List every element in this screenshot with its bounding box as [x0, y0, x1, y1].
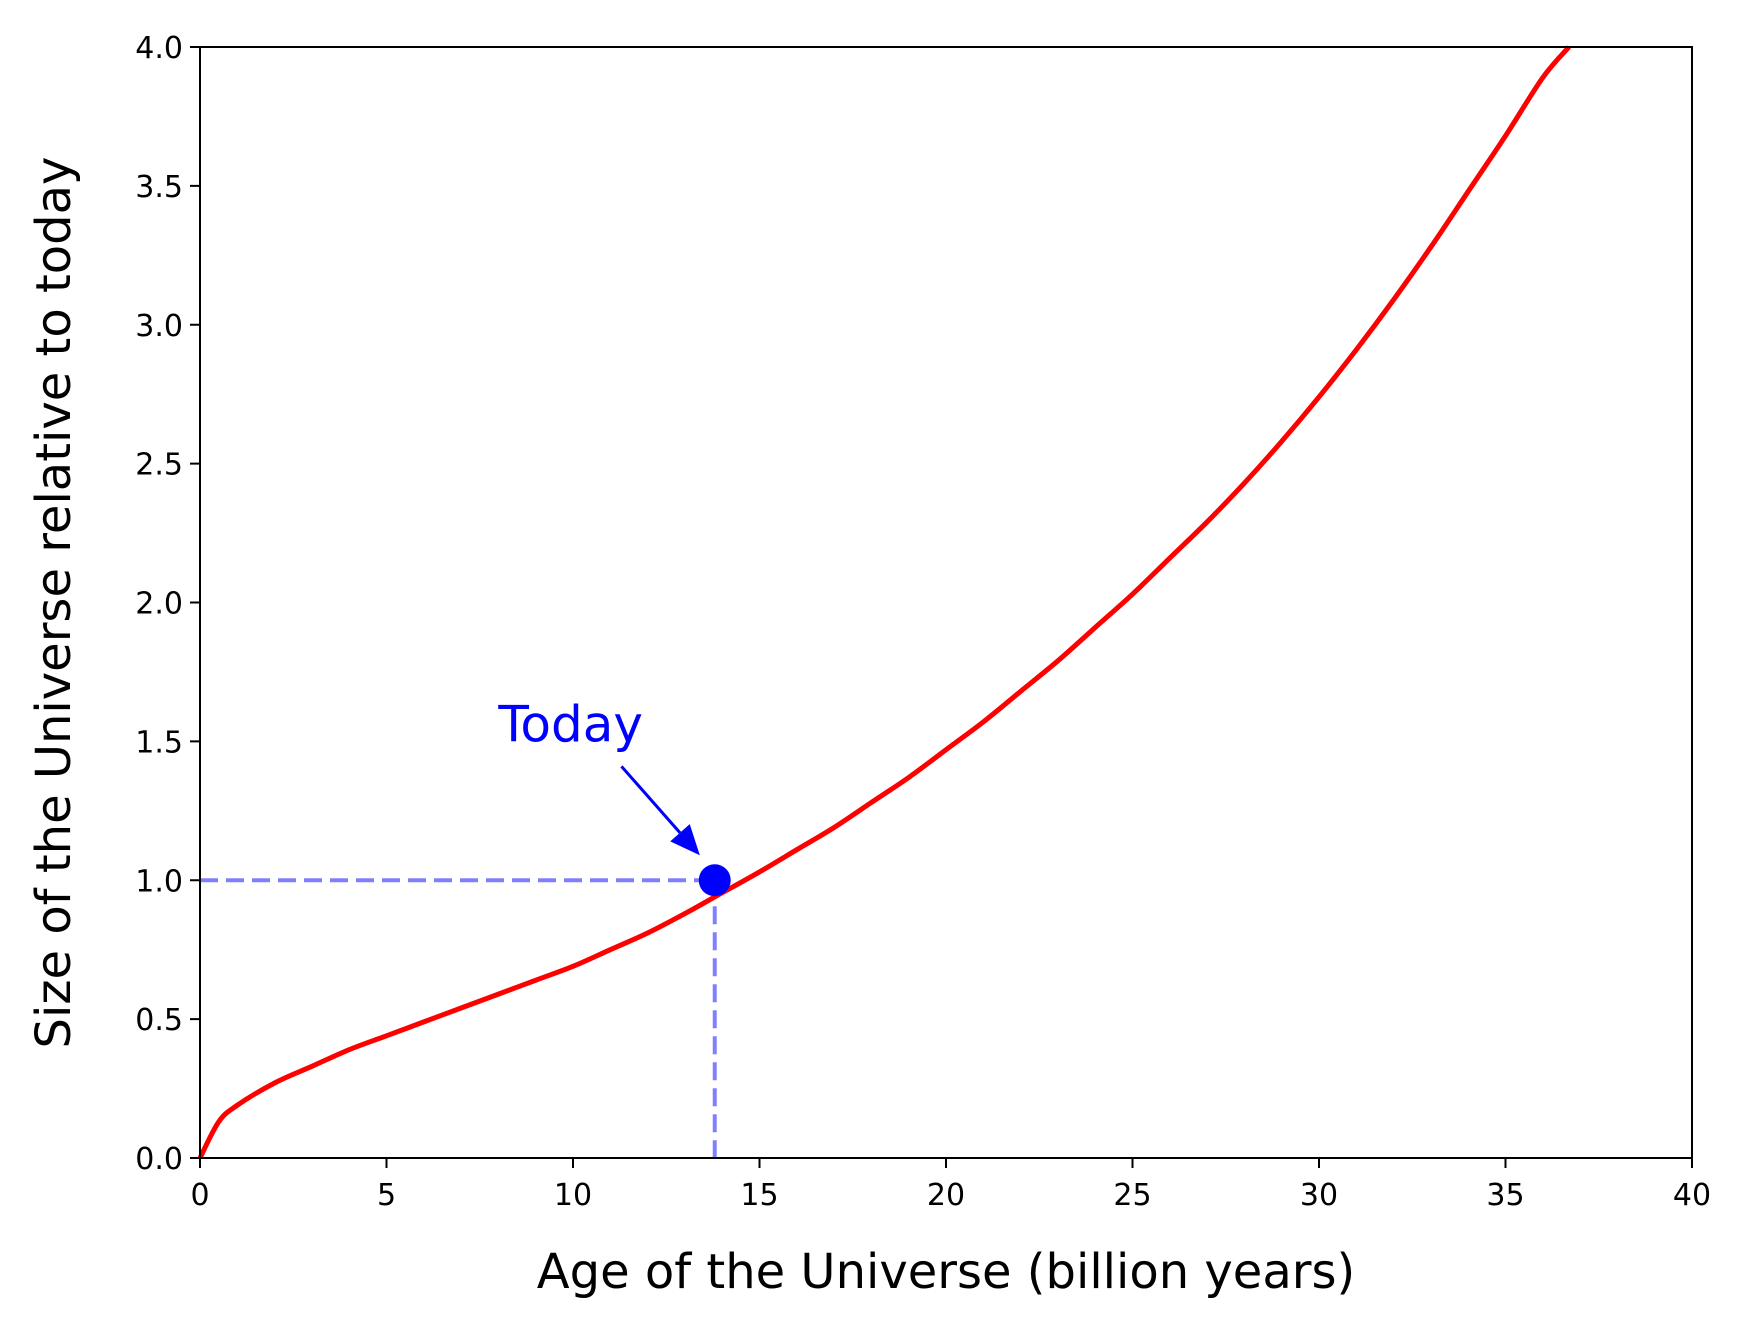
y-tick-label: 1.0: [135, 864, 183, 899]
annotation-arrow-shaft: [620, 765, 682, 834]
annotation-arrow-head: [670, 824, 700, 856]
today-marker-point: [698, 864, 731, 897]
y-tick-label: 4.0: [135, 31, 183, 66]
y-tick-label: 2.5: [135, 448, 183, 483]
y-axis-label: Size of the Universe relative to today: [26, 157, 82, 1049]
x-tick-label: 10: [554, 1178, 592, 1213]
annotation-layer: Today: [497, 695, 700, 856]
y-tick-label: 1.5: [135, 725, 183, 760]
annotation-today-label: Today: [497, 695, 643, 753]
x-tick-label: 0: [190, 1178, 209, 1213]
y-tick-label: 0.0: [135, 1142, 183, 1177]
x-tick-label: 30: [1300, 1178, 1338, 1213]
series-line: [197, 45, 1571, 1160]
y-tick-label: 2.0: [135, 587, 183, 622]
x-tick-label: 15: [740, 1178, 778, 1213]
y-tick-label: 0.5: [135, 1003, 183, 1038]
x-tick-label: 5: [377, 1178, 396, 1213]
x-tick-label: 40: [1673, 1178, 1711, 1213]
series-layer: [197, 45, 1571, 1160]
reference-lines: [200, 878, 717, 1158]
y-axis-ticks: 0.0 0.5 1.0 1.5 2.0 2.5 3.0 3.5 4.0: [135, 31, 200, 1177]
y-tick-label: 3.5: [135, 170, 183, 205]
x-tick-label: 35: [1486, 1178, 1524, 1213]
x-axis-ticks: 0 5 10 15 20 25 30 35 40: [190, 1158, 1711, 1213]
x-tick-label: 20: [927, 1178, 965, 1213]
x-axis-label: Age of the Universe (billion years): [537, 1244, 1355, 1300]
x-tick-label: 25: [1113, 1178, 1151, 1213]
y-tick-label: 3.0: [135, 309, 183, 344]
